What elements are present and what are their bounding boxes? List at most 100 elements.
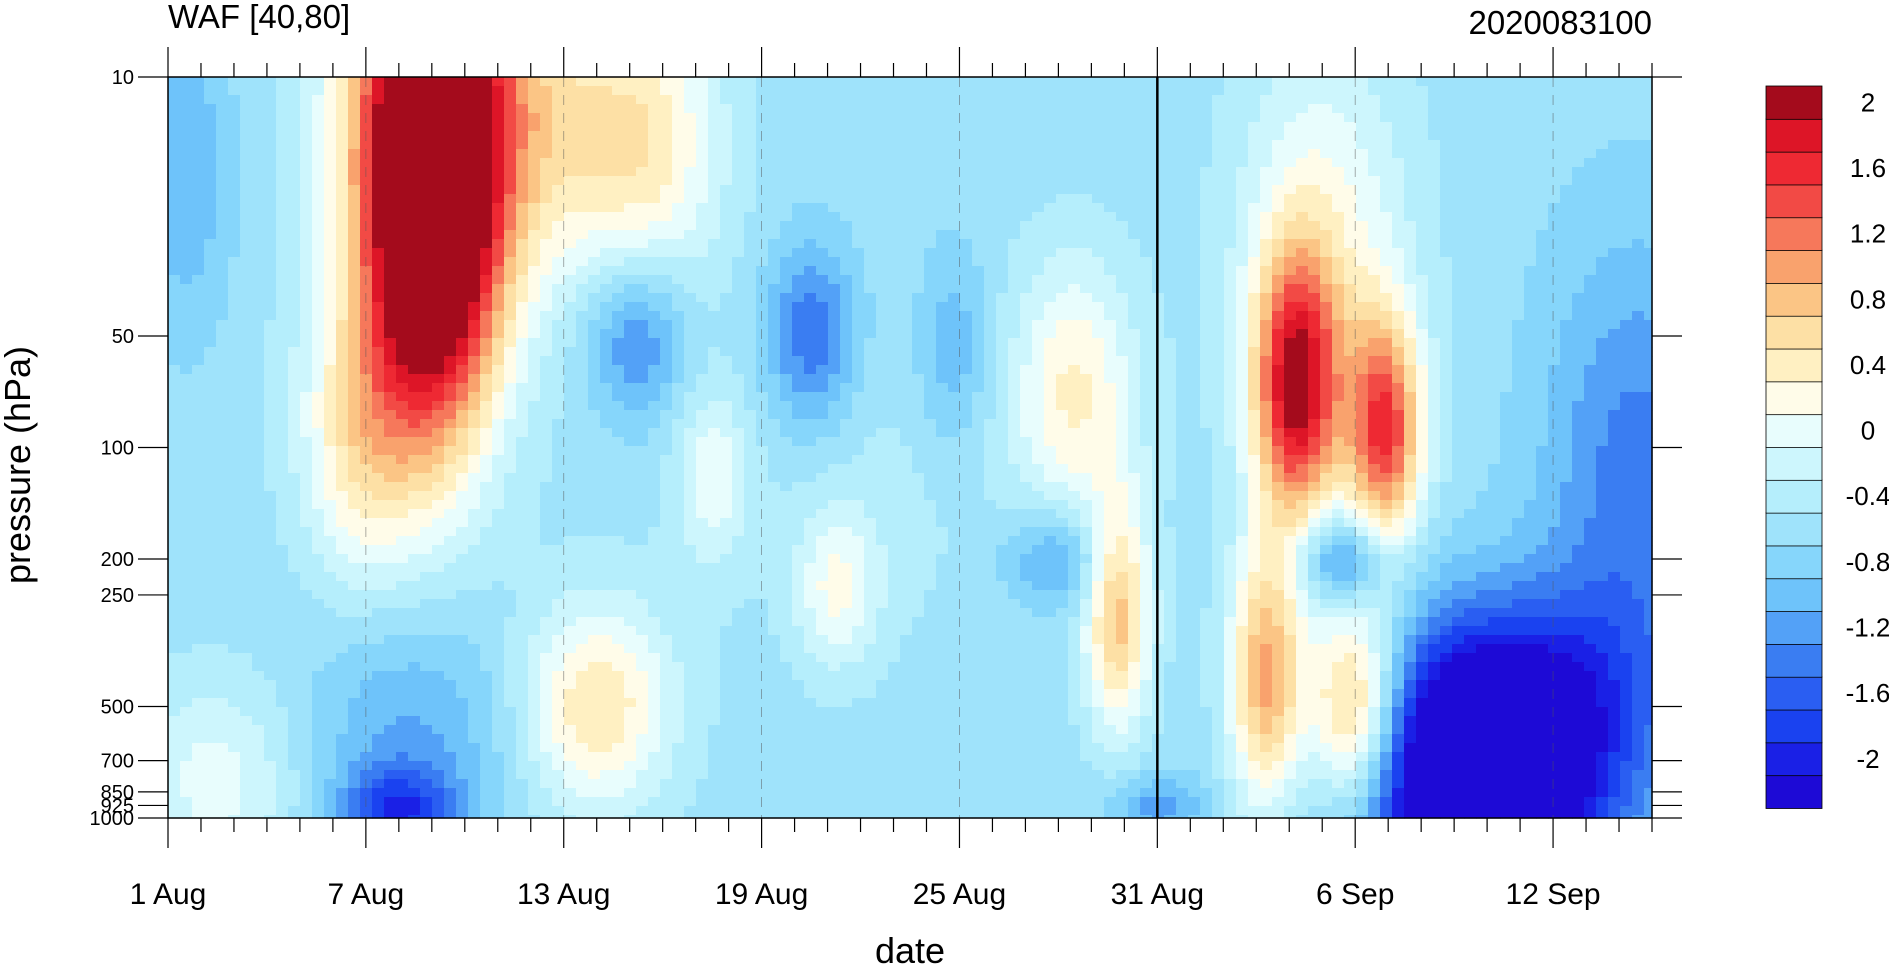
heatmap-cell: [228, 779, 241, 789]
heatmap-cell: [348, 662, 361, 672]
heatmap-cell: [660, 311, 673, 321]
heatmap-cell: [180, 383, 193, 393]
heatmap-cell: [480, 356, 493, 366]
heatmap-cell: [780, 617, 793, 627]
heatmap-cell: [168, 689, 181, 699]
heatmap-cell: [672, 239, 685, 249]
heatmap-cell: [744, 815, 757, 819]
heatmap-cell: [168, 140, 181, 150]
heatmap-cell: [276, 311, 289, 321]
heatmap-cell: [216, 266, 229, 276]
heatmap-cell: [684, 419, 697, 429]
heatmap-cell: [360, 86, 373, 96]
heatmap-cell: [612, 536, 625, 546]
heatmap-cell: [408, 482, 421, 492]
heatmap-cell: [804, 212, 817, 222]
heatmap-cell: [744, 437, 757, 447]
heatmap-cell: [840, 302, 853, 312]
heatmap-cell: [432, 86, 445, 96]
heatmap-cell: [504, 410, 517, 420]
heatmap-cell: [408, 680, 421, 690]
heatmap-cell: [456, 266, 469, 276]
heatmap-cell: [336, 635, 349, 645]
heatmap-cell: [372, 347, 385, 357]
heatmap-cell: [528, 482, 541, 492]
heatmap-cell: [648, 212, 661, 222]
heatmap-cell: [492, 302, 505, 312]
heatmap-cell: [432, 329, 445, 339]
heatmap-cell: [312, 428, 325, 438]
heatmap-cell: [456, 410, 469, 420]
heatmap-cell: [852, 86, 865, 96]
heatmap-cell: [648, 266, 661, 276]
heatmap-cell: [216, 743, 229, 753]
heatmap-cell: [576, 752, 589, 762]
heatmap-cell: [408, 230, 421, 240]
heatmap-cell: [552, 446, 565, 456]
heatmap-cell: [540, 455, 553, 465]
heatmap-cell: [408, 302, 421, 312]
heatmap-cell: [648, 77, 661, 87]
heatmap-cell: [348, 437, 361, 447]
heatmap-cell: [288, 554, 301, 564]
heatmap-cell: [648, 599, 661, 609]
heatmap-cell: [804, 293, 817, 303]
heatmap-cell: [324, 446, 337, 456]
heatmap-cell: [648, 194, 661, 204]
heatmap-cell: [336, 347, 349, 357]
heatmap-cell: [504, 95, 517, 105]
heatmap-cell: [168, 635, 181, 645]
heatmap-cell: [744, 230, 757, 240]
heatmap-cell: [468, 662, 481, 672]
heatmap-cell: [228, 680, 241, 690]
heatmap-cell: [492, 536, 505, 546]
heatmap-cell: [864, 464, 877, 474]
heatmap-cell: [648, 743, 661, 753]
heatmap-cell: [240, 509, 253, 519]
heatmap-cell: [840, 599, 853, 609]
heatmap-cell: [444, 293, 457, 303]
heatmap-cell: [516, 158, 529, 168]
heatmap-cell: [552, 509, 565, 519]
heatmap-cell: [276, 707, 289, 717]
heatmap-cell: [396, 149, 409, 159]
heatmap-cell: [480, 338, 493, 348]
heatmap-cell: [672, 275, 685, 285]
heatmap-cell: [468, 221, 481, 231]
heatmap-cell: [816, 491, 829, 501]
heatmap-cell: [312, 410, 325, 420]
heatmap-cell: [708, 608, 721, 618]
heatmap-cell: [600, 410, 613, 420]
heatmap-cell: [576, 311, 589, 321]
heatmap-cell: [864, 518, 877, 528]
heatmap-cell: [552, 221, 565, 231]
heatmap-cell: [180, 653, 193, 663]
heatmap-cell: [444, 464, 457, 474]
heatmap-cell: [396, 437, 409, 447]
heatmap-cell: [552, 104, 565, 114]
heatmap-cell: [732, 545, 745, 555]
heatmap-cell: [420, 617, 433, 627]
heatmap-cell: [768, 428, 781, 438]
heatmap-cell: [468, 392, 481, 402]
heatmap-cell: [624, 779, 637, 789]
heatmap-cell: [360, 419, 373, 429]
heatmap-cell: [348, 221, 361, 231]
heatmap-cell: [420, 491, 433, 501]
heatmap-cell: [540, 113, 553, 123]
heatmap-cell: [576, 662, 589, 672]
heatmap-cell: [576, 563, 589, 573]
heatmap-cell: [492, 554, 505, 564]
heatmap-cell: [408, 491, 421, 501]
heatmap-cell: [252, 131, 265, 141]
heatmap-cell: [228, 536, 241, 546]
heatmap-cell: [264, 464, 277, 474]
heatmap-cell: [396, 185, 409, 195]
heatmap-cell: [756, 104, 769, 114]
heatmap-cell: [552, 590, 565, 600]
heatmap-cell: [420, 338, 433, 348]
heatmap-cell: [468, 671, 481, 681]
heatmap-cell: [708, 347, 721, 357]
heatmap-cell: [552, 257, 565, 267]
heatmap-cell: [288, 563, 301, 573]
